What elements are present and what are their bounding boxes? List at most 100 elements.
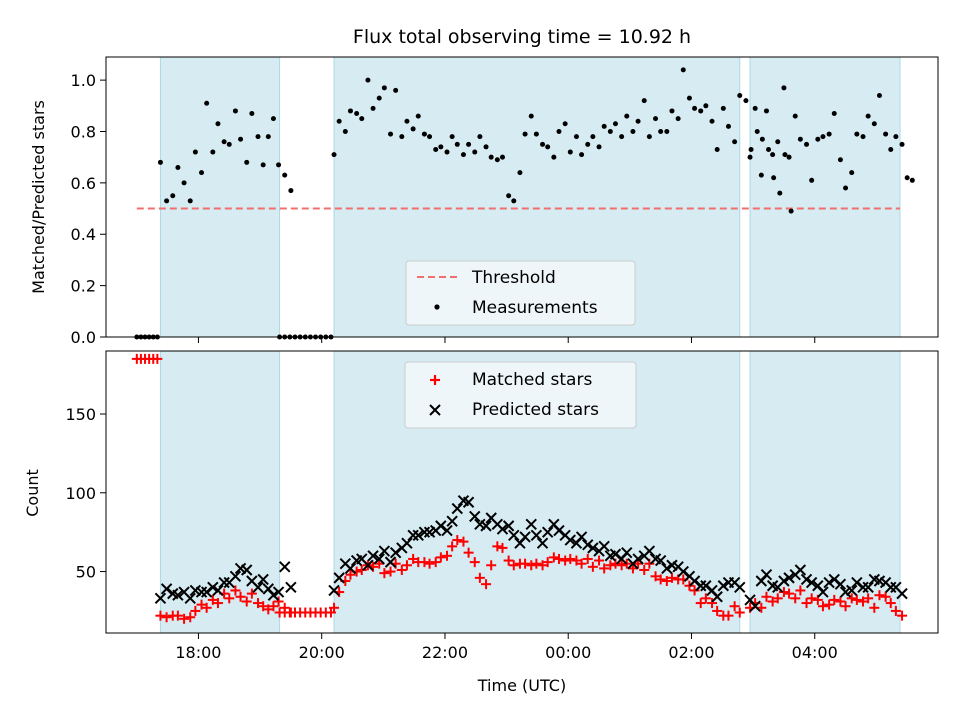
measurement-point xyxy=(260,162,266,168)
predicted-star-point xyxy=(229,570,242,582)
predicted-star-point xyxy=(734,581,746,594)
x-tick-label: 04:00 xyxy=(792,643,838,662)
predicted-star-point xyxy=(200,586,213,598)
matched-star-point xyxy=(152,353,163,364)
measurement-point xyxy=(809,177,815,183)
measurement-point xyxy=(354,111,360,117)
matched-star-point xyxy=(890,605,901,616)
measurement-point xyxy=(748,146,754,152)
predicted-star-point xyxy=(688,575,701,587)
measurement-point xyxy=(743,98,749,104)
matched-star-point xyxy=(734,607,745,618)
predicted-star-point xyxy=(401,537,413,549)
matched-star-point xyxy=(486,560,497,571)
predicted-star-point xyxy=(851,576,863,589)
matched-star-point xyxy=(712,605,723,616)
matched-star-point xyxy=(801,598,812,609)
measurement-point xyxy=(288,188,294,194)
top-y-axis-label: Matched/Predicted stars xyxy=(29,100,48,294)
matched-stars-legend-label: Matched stars xyxy=(472,370,592,390)
measurement-point xyxy=(747,154,753,160)
measurement-point xyxy=(653,116,659,122)
measurement-point xyxy=(888,146,894,152)
predicted-star-point xyxy=(885,581,897,594)
measurement-point xyxy=(359,116,365,122)
predicted-star-point xyxy=(344,562,357,575)
matched-star-point xyxy=(846,593,857,604)
top-panel: 0.0 0.2 0.4 0.6 0.8 1.0 Matched/Predicted sta… xyxy=(29,56,939,347)
measurement-point xyxy=(276,162,282,168)
predicted-star-point xyxy=(279,561,291,573)
measurement-point xyxy=(427,134,433,140)
measurement-point xyxy=(199,170,205,176)
matched-star-point xyxy=(442,550,453,561)
matched-star-point xyxy=(824,599,835,610)
predicted-star-point xyxy=(496,523,509,535)
measurement-point xyxy=(664,128,670,134)
measurement-point xyxy=(562,121,568,127)
measurement-point xyxy=(528,113,534,119)
measurement-point xyxy=(893,134,899,140)
matched-star-point xyxy=(345,569,356,580)
predicted-star-point xyxy=(582,539,594,551)
measurement-point xyxy=(714,146,720,152)
predicted-star-point xyxy=(598,540,610,553)
matched-star-point xyxy=(241,596,252,607)
matched-star-point xyxy=(356,564,367,575)
predicted-star-point xyxy=(564,534,576,546)
predicted-star-point xyxy=(502,520,515,532)
measurement-point xyxy=(709,118,715,124)
predicted-star-point xyxy=(632,553,644,565)
matched-star-point xyxy=(201,602,212,613)
measurement-point xyxy=(265,134,271,140)
matched-star-point xyxy=(790,593,801,604)
measurement-point xyxy=(238,136,244,142)
measurement-point xyxy=(703,103,709,109)
predicted-star-point xyxy=(609,548,622,560)
measurement-point xyxy=(270,116,276,122)
y-tick-label: 0.8 xyxy=(71,122,96,141)
matched-star-point xyxy=(885,598,896,609)
measurement-point xyxy=(788,208,794,214)
measurement-point xyxy=(204,100,210,106)
measurement-point xyxy=(899,141,905,147)
measurement-point xyxy=(624,113,630,119)
matched-star-point xyxy=(492,541,503,552)
predicted-star-point xyxy=(212,584,224,597)
measurement-point xyxy=(904,175,910,181)
y-tick-label: 0.6 xyxy=(71,174,96,193)
matched-star-point xyxy=(273,596,284,607)
y-tick-label: 0.2 xyxy=(71,277,96,296)
matched-star-point xyxy=(835,596,846,607)
measurement-point xyxy=(415,113,421,119)
measurement-point xyxy=(777,190,783,196)
predicted-star-point xyxy=(218,576,230,589)
matched-star-point xyxy=(761,591,772,602)
measurement-point xyxy=(404,118,410,124)
matched-star-point xyxy=(497,542,508,553)
predicted-star-point xyxy=(195,586,208,598)
predicted-star-point xyxy=(828,573,840,586)
matched-star-point xyxy=(172,610,183,621)
matched-star-point xyxy=(230,585,241,596)
measurement-point xyxy=(619,134,625,140)
measurement-point xyxy=(854,131,860,137)
matched-star-point xyxy=(548,552,559,563)
matched-star-point xyxy=(542,557,553,568)
matched-star-point xyxy=(700,593,711,604)
measurement-point xyxy=(433,146,439,152)
measurement-point xyxy=(545,144,551,150)
predicted-star-point xyxy=(328,584,340,597)
measurement-point xyxy=(494,157,500,163)
measurement-point xyxy=(221,139,227,145)
measurement-point xyxy=(421,131,427,137)
predicted-star-point xyxy=(154,592,167,605)
measurement-point xyxy=(804,141,810,147)
observing-window xyxy=(749,56,901,338)
bottom-panel: 18:00 20:00 22:00 00:00 02:00 04:00 50 100 150 C… xyxy=(23,350,939,695)
matched-star-point xyxy=(729,601,740,612)
predicted-star-point xyxy=(783,572,795,584)
matched-star-point xyxy=(576,558,587,569)
bottom-plot-frame xyxy=(105,350,939,634)
y-tick-label: 1.0 xyxy=(71,71,96,90)
